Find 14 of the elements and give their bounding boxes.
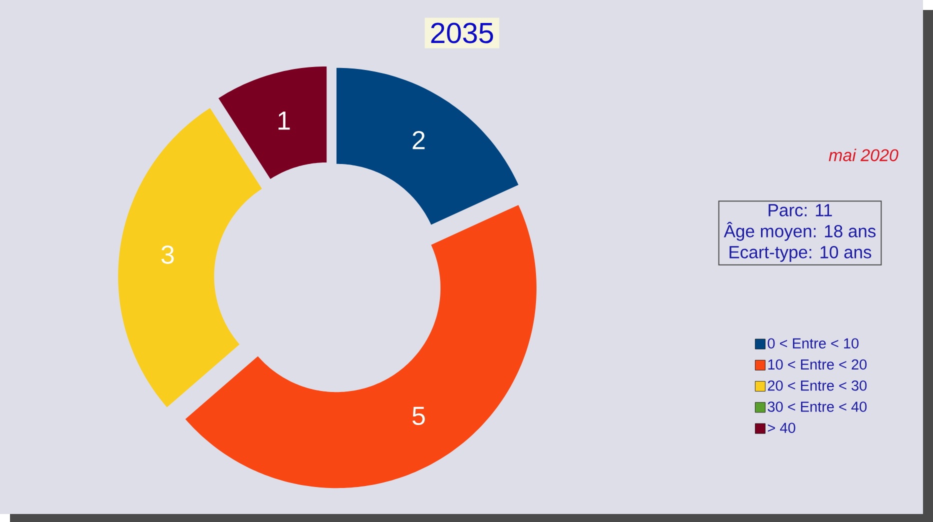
- legend-label: 20 < Entre < 30: [768, 380, 867, 391]
- legend-label: 0 < Entre < 10: [768, 338, 859, 348]
- text: Ecart-type: 10 ans: [730, 246, 872, 262]
- legend-label: > 40: [768, 422, 796, 433]
- legend-label: 30 < Entre < 40: [768, 402, 867, 412]
- data-label: 2: [412, 130, 425, 150]
- text: Âge moyen: 18 ans: [724, 222, 876, 241]
- data-label: 1: [278, 112, 290, 130]
- data-label: 3: [161, 245, 174, 264]
- chart-title: 2035: [431, 22, 494, 44]
- text: Parc: 11: [768, 204, 832, 216]
- text: mai 2020: [828, 148, 898, 162]
- data-label: 5: [412, 406, 425, 426]
- legend-label: 10 < Entre < 20: [768, 359, 867, 370]
